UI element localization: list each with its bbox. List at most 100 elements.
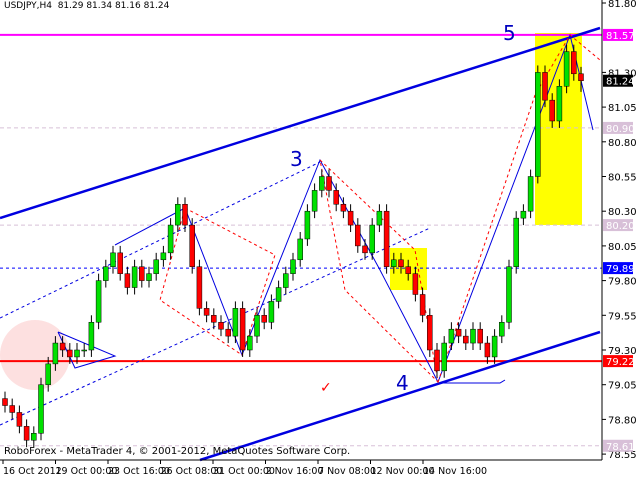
y-tick-label: 79.80 [608, 277, 637, 288]
candle-body [124, 273, 131, 288]
candle-body [232, 308, 239, 337]
candle-body [160, 252, 167, 261]
y-tick-label: 81.30 [608, 68, 637, 79]
price-label: 79.22 [606, 357, 635, 368]
candle-body [110, 252, 116, 267]
candle-body [347, 210, 354, 226]
wave-label-5: 5 [503, 21, 516, 45]
candle-body [578, 73, 584, 81]
price-label: 80.90 [606, 124, 635, 135]
candle-body [513, 217, 519, 267]
candle-body [211, 315, 217, 323]
candle-body [434, 349, 440, 372]
x-tick-label: 12 Nov 00:00 [371, 466, 435, 477]
candle-body [542, 72, 548, 101]
candle-body [275, 287, 282, 302]
candle-body [571, 51, 577, 75]
candle-body [88, 321, 95, 351]
candle-body [405, 266, 411, 274]
candle-body [81, 349, 87, 352]
candle-body [131, 266, 138, 288]
candle-body [549, 99, 555, 122]
inner-channel-line-2 [0, 161, 321, 319]
candle-body [247, 335, 253, 351]
price-label: 79.89 [606, 264, 635, 275]
candle-body [520, 210, 527, 219]
x-tick-label: 16 Oct 2012 [3, 466, 62, 477]
candle-body [506, 266, 512, 323]
y-tick-label: 79.55 [608, 311, 637, 322]
candle-body [203, 308, 210, 316]
y-tick-label: 78.55 [608, 450, 637, 461]
candle-body [398, 259, 404, 267]
wave-box-3 [437, 34, 601, 383]
y-tick-label: 81.80 [608, 0, 637, 10]
candle-body [218, 321, 224, 330]
price-label-bg [603, 74, 633, 87]
candle-body [95, 280, 102, 323]
candle-body [319, 176, 325, 191]
candle-body [9, 405, 15, 413]
y-tick-label: 80.80 [608, 138, 637, 149]
wave-label-4: 4 [396, 371, 409, 395]
candle-body [261, 315, 267, 323]
candle-body [470, 328, 476, 344]
candle-body [527, 176, 534, 212]
candle-body [268, 301, 275, 323]
channel-lower-line[interactable] [199, 330, 601, 462]
candle-body [146, 273, 152, 281]
candle-body [59, 342, 66, 351]
candle-body [182, 204, 188, 226]
price-label-bg [603, 121, 633, 134]
y-tick-label: 80.30 [608, 207, 637, 218]
candle-body [290, 259, 296, 274]
candle-body [340, 204, 347, 212]
chart-title: USDJPY,H4 81.29 81.34 81.16 81.24 [4, 1, 169, 11]
candle-body [23, 426, 30, 441]
y-tick-label: 81.05 [608, 103, 637, 114]
candle-body [419, 294, 426, 316]
wave4-base-line [440, 379, 506, 384]
candle-body [441, 342, 447, 372]
price-label-bg [603, 28, 633, 41]
candle-body [254, 315, 260, 337]
inner-channel-line [0, 227, 431, 426]
copyright-text: RoboForex - MetaTrader 4, © 2001-2012, M… [4, 446, 351, 457]
candle-body [484, 342, 491, 358]
price-label-bg [603, 262, 633, 275]
candle-body [38, 384, 44, 434]
candle-body [556, 86, 563, 122]
candle-body [2, 398, 8, 406]
candle-body [16, 412, 23, 427]
candle-body [563, 51, 570, 87]
symbol: USDJPY,H4 [4, 1, 52, 11]
x-tick-label: 7 Nov 08:00 [318, 466, 376, 477]
wave-box-1 [159, 207, 276, 356]
price-label: 81.57 [606, 31, 635, 42]
candle-body [326, 176, 332, 191]
candle-body [463, 335, 469, 344]
y-tick-label: 80.05 [608, 242, 637, 253]
candle-body [311, 190, 318, 212]
highlight-circle [0, 320, 70, 390]
y-tick-label: 78.80 [608, 415, 637, 426]
candle-body [297, 238, 303, 261]
candle-body [117, 252, 123, 274]
channel-upper-line[interactable] [0, 26, 601, 220]
candle-body [355, 224, 361, 247]
y-tick-label: 80.55 [608, 173, 637, 184]
price-label-bg [603, 219, 633, 232]
candle-body [52, 342, 59, 365]
ohlc-readout: 81.29 81.34 81.16 81.24 [57, 1, 170, 11]
candle-body [74, 349, 80, 358]
y-tick-label: 79.30 [608, 346, 637, 357]
price-label: 80.20 [606, 221, 635, 232]
candle-body [362, 245, 368, 254]
wave-label-3: 3 [290, 147, 303, 171]
candle-body [139, 266, 145, 281]
candle-body [225, 328, 231, 337]
candle-body [391, 259, 397, 267]
candle-body [383, 210, 390, 267]
